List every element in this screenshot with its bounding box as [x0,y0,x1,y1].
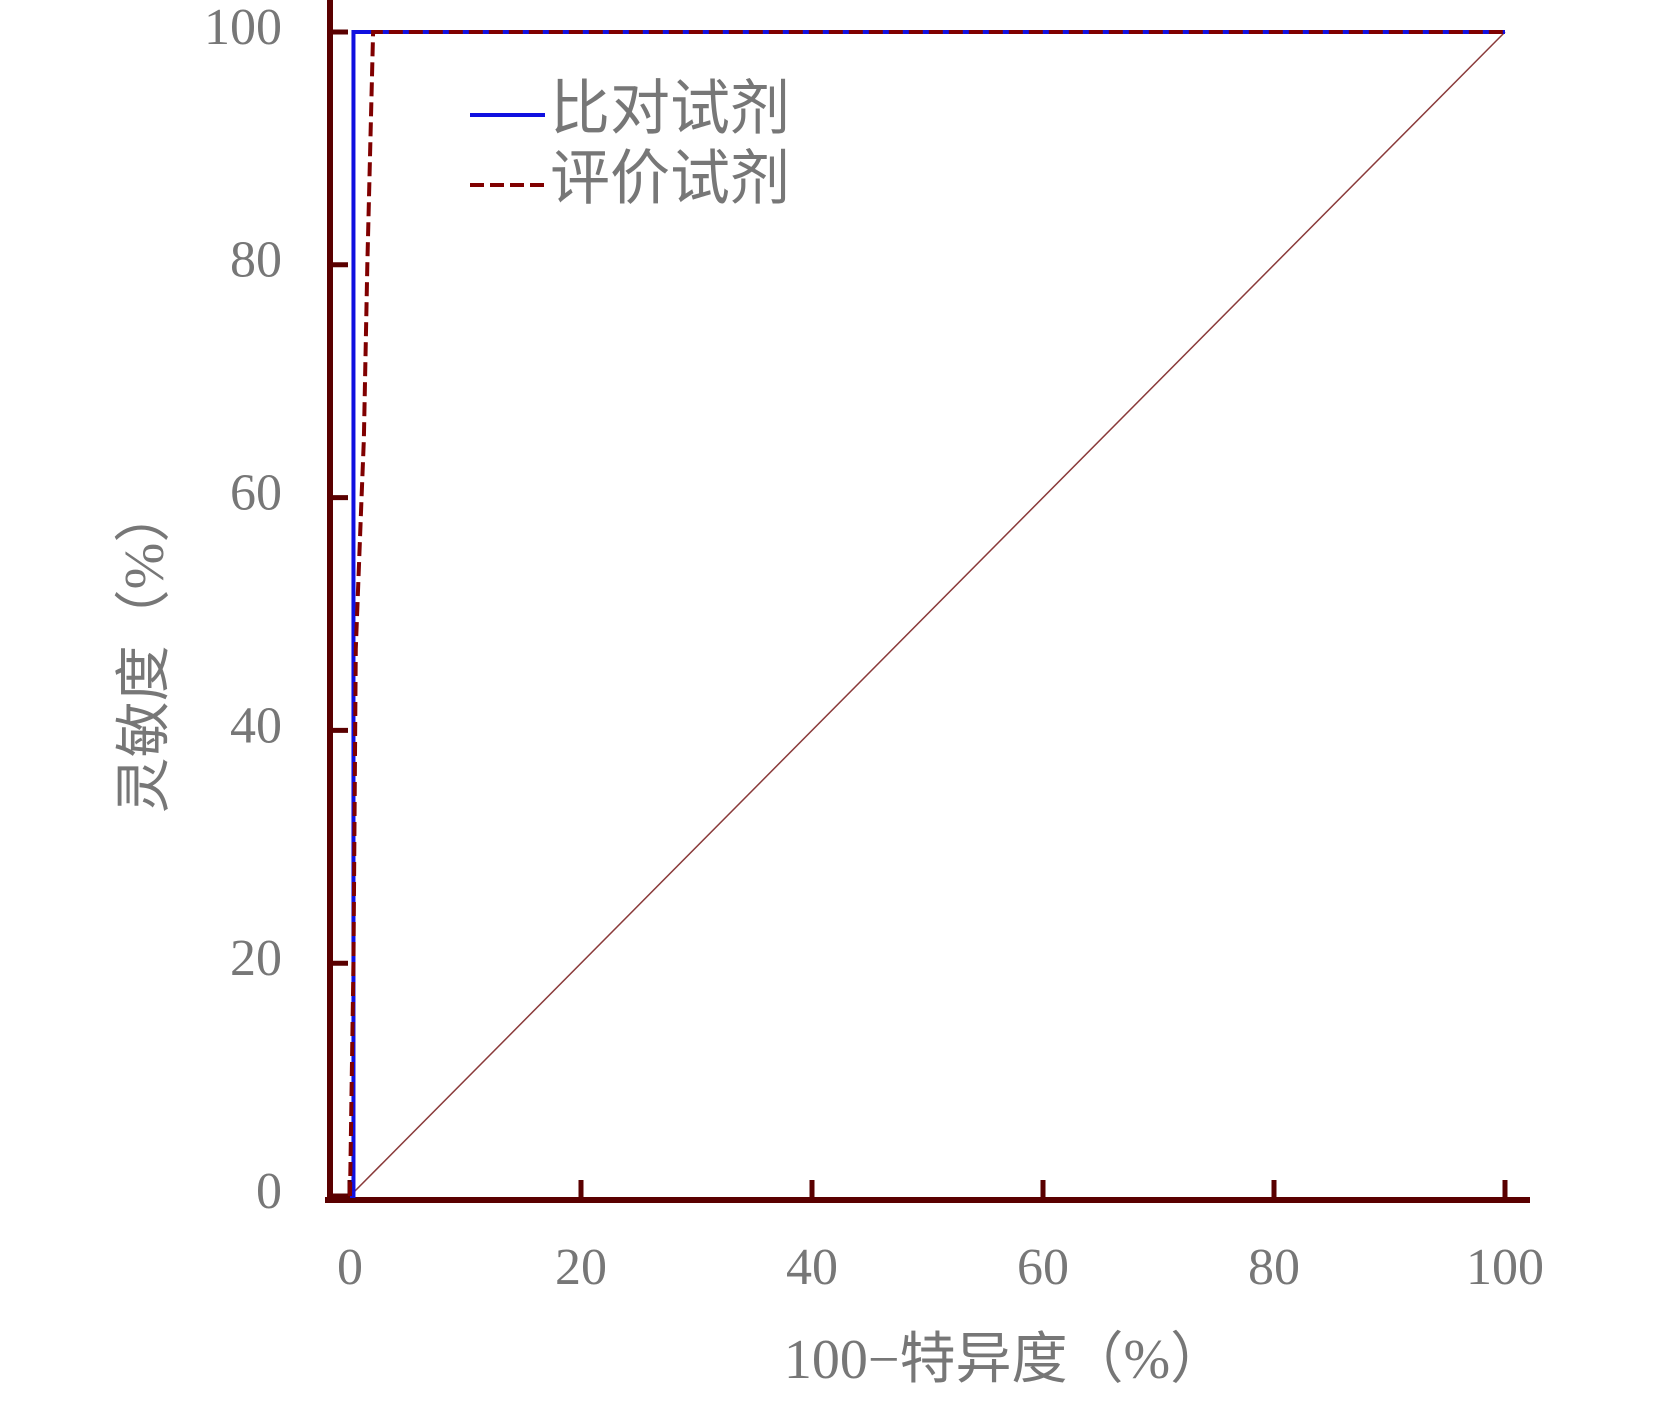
y-tick-label: 60 [230,465,282,522]
y-axis-label: 灵敏度（%） [114,487,176,814]
y-tick-label: 100 [204,0,282,56]
x-tick-label: 40 [786,1239,838,1296]
x-tick-label: 60 [1017,1239,1069,1296]
x-tick-label: 0 [337,1239,363,1296]
reference-line [349,31,1506,1197]
roc-curve [348,30,1505,1197]
y-tick-label: 80 [230,232,282,289]
legend-label: 比对试剂 [550,76,790,142]
x-tick-label: 80 [1248,1239,1300,1296]
y-tick-label: 20 [230,930,282,987]
y-tick-label: 40 [230,697,282,754]
legend-label: 评价试剂 [550,146,790,212]
x-axis-label: 100−特异度（%） [784,1329,1226,1391]
x-tick-label: 20 [555,1239,607,1296]
y-tick-label: 0 [256,1163,282,1220]
x-tick-label: 100 [1466,1239,1544,1296]
